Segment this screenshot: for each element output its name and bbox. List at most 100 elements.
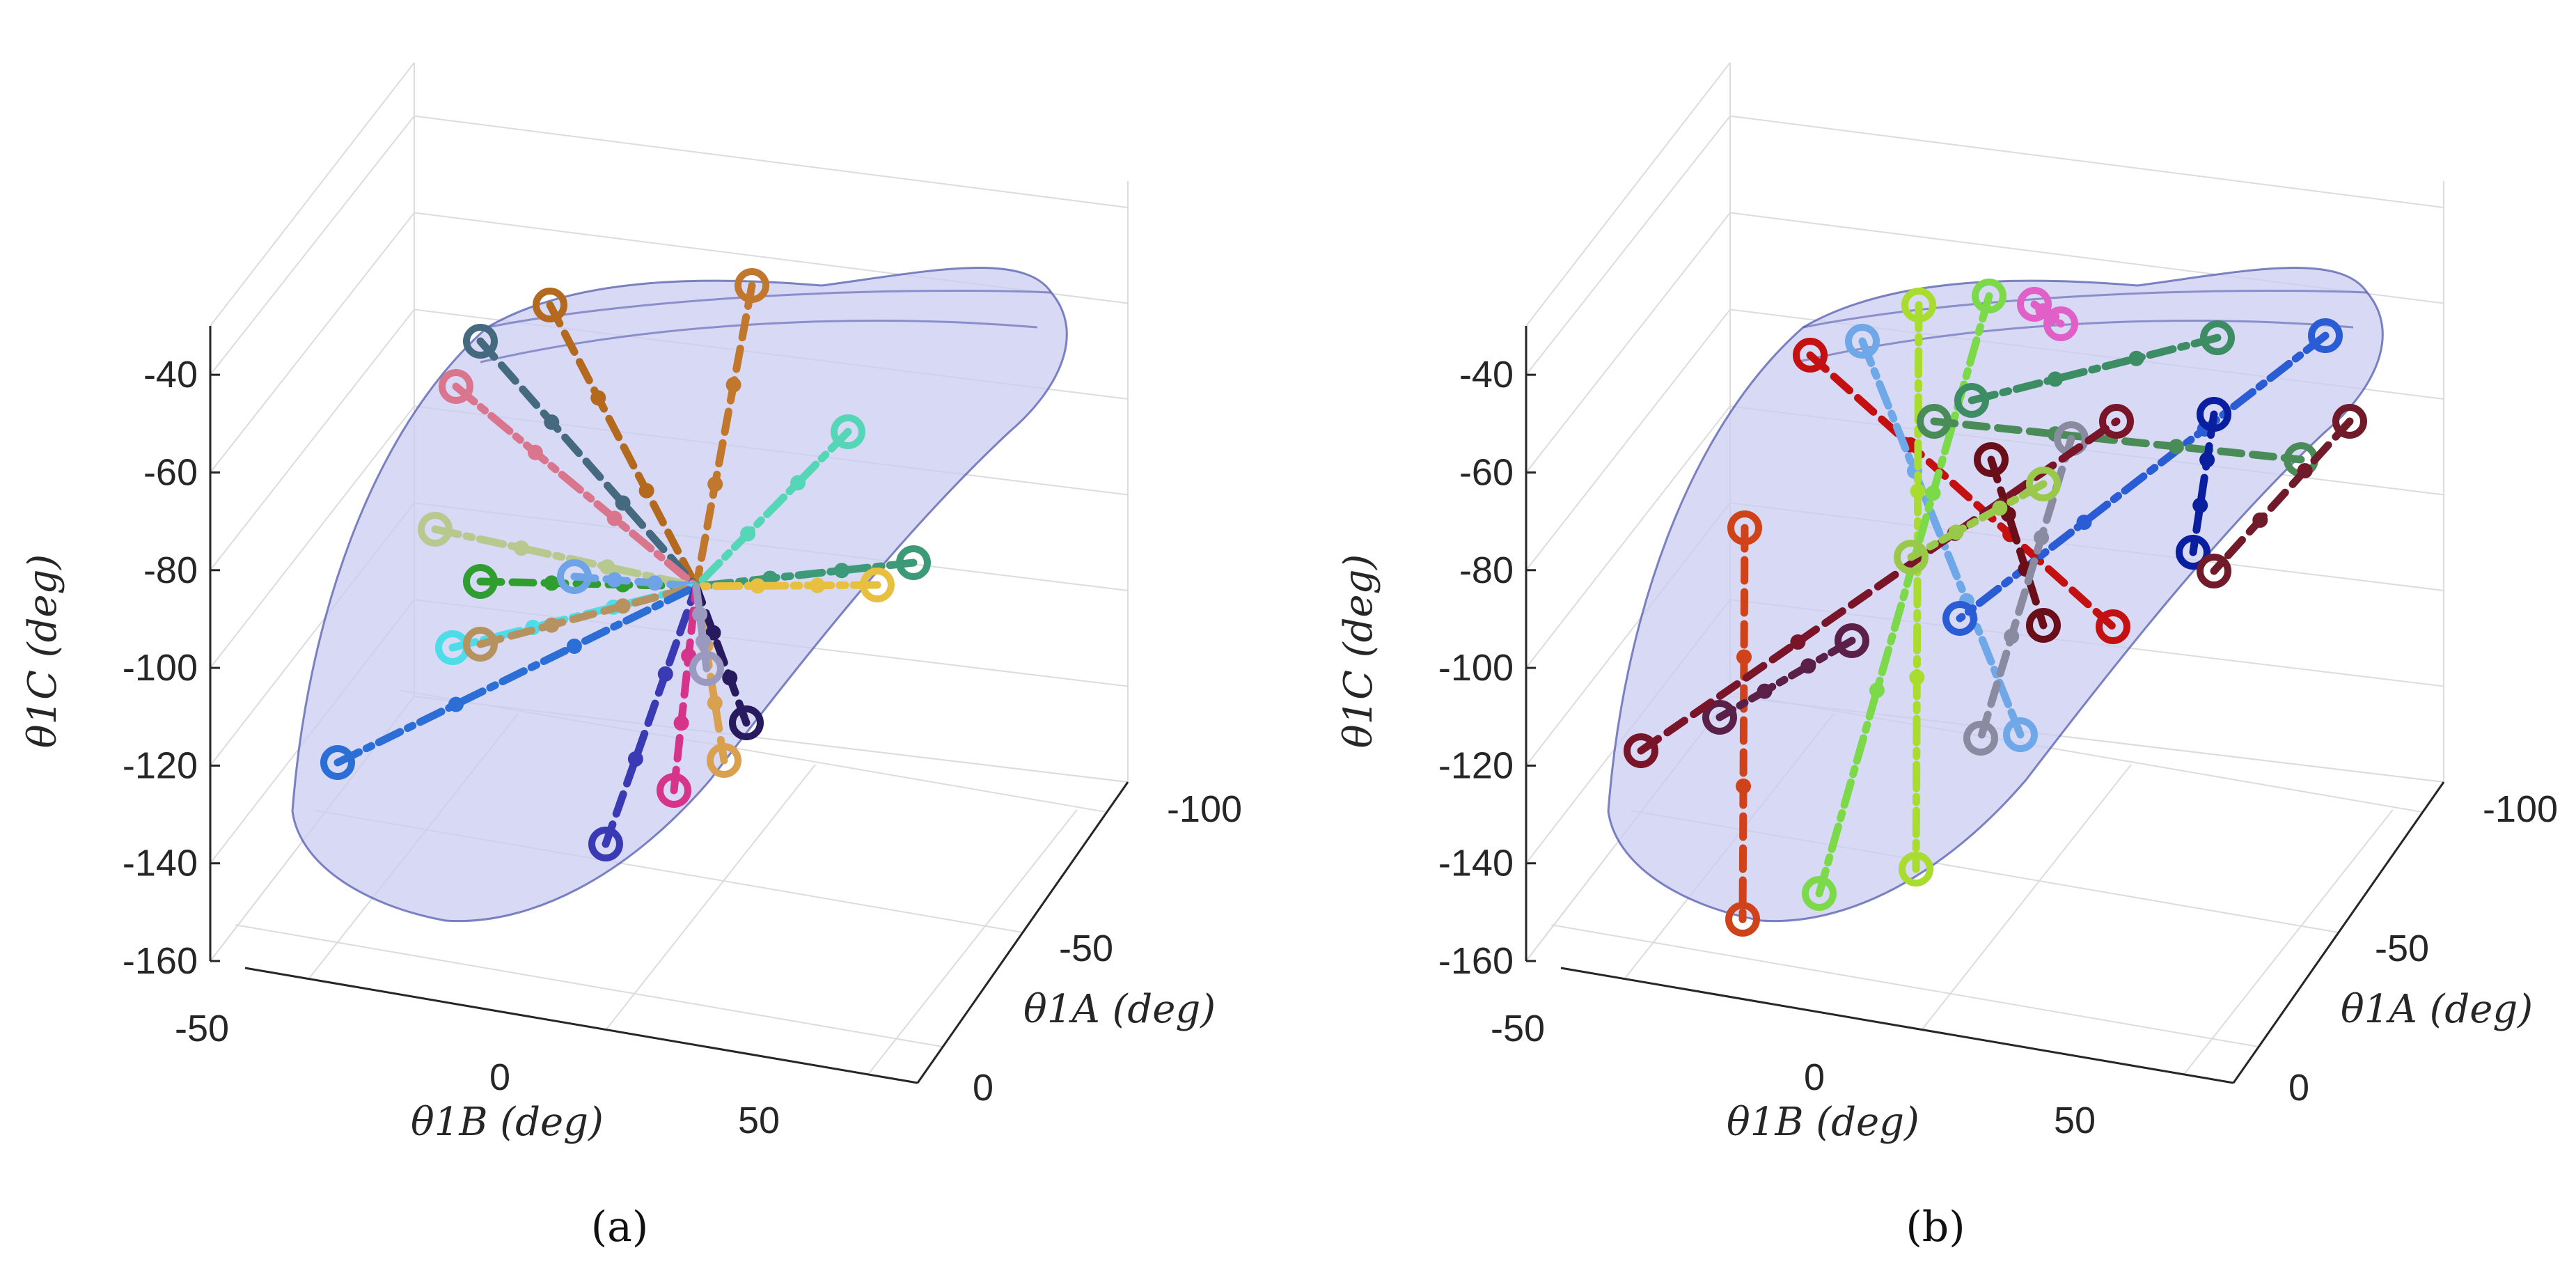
trajectory-line	[476, 582, 700, 648]
trajectory-marker	[810, 577, 826, 593]
trajectory-line	[452, 382, 700, 591]
trajectory-marker	[544, 617, 560, 633]
x-tick-label: 0	[1804, 1056, 1825, 1098]
trajectory-end-point	[1942, 601, 1977, 636]
z-tick-label: -140	[123, 843, 198, 884]
z-tick-label: -40	[143, 354, 198, 396]
trajectory-start-point	[2332, 404, 2367, 439]
trajectory-marker	[627, 751, 643, 767]
trajectory-marker	[590, 390, 606, 406]
trajectory-marker	[657, 666, 673, 682]
trajectory-line	[1907, 480, 2048, 561]
trajectory-end-point	[1963, 721, 1998, 756]
trajectory-line	[602, 582, 700, 848]
z-tick-label: -80	[143, 549, 198, 591]
y-tick-label: -50	[2375, 928, 2429, 969]
trajectory-end-point	[2003, 717, 2038, 752]
axes	[1525, 326, 2445, 1084]
x-tick-label: -50	[1491, 1008, 1545, 1049]
y-axis-label: θ1A (deg)	[1023, 987, 1216, 1032]
trajectory-start-point	[2200, 320, 2235, 355]
trajectory-marker	[740, 526, 756, 542]
trajectory-marker	[2168, 439, 2184, 455]
y-tick-label: -50	[1059, 928, 1113, 969]
trajectory-start-point	[896, 545, 931, 580]
x-axis-label: θ1B (deg)	[1727, 1100, 1919, 1145]
trajectory-marker	[544, 575, 560, 591]
trajectory-end-point	[1954, 383, 1989, 418]
y-axis-line	[916, 781, 1129, 1084]
trajectory-marker	[1790, 634, 1806, 650]
x-grid-line	[867, 809, 1078, 1075]
z-grid-line	[210, 212, 1129, 474]
trajectory-marker	[1800, 658, 1816, 674]
trajectory-marker	[692, 607, 708, 623]
trajectory-start-point	[557, 559, 592, 594]
panel-caption: (a)	[591, 1203, 649, 1251]
trajectory-marker	[606, 572, 622, 588]
z-grid-line	[1525, 212, 2444, 474]
trajectory-line	[2210, 417, 2354, 575]
z-tick-label: -100	[123, 647, 198, 689]
trajectory-end-point	[1725, 902, 1760, 937]
z-tick-label: -40	[1459, 354, 1514, 396]
trajectory-line	[570, 572, 700, 591]
y-tick-label: 0	[2288, 1067, 2309, 1109]
panel-caption: (b)	[1906, 1203, 1965, 1251]
y-axis-line	[2232, 781, 2445, 1084]
trajectory-start-point	[707, 743, 741, 778]
trajectory-end-point	[1802, 876, 1837, 911]
trajectory-line	[1912, 301, 1923, 873]
z-grid-line	[1525, 115, 2444, 375]
trajectory-marker	[722, 670, 738, 686]
trajectory-line	[692, 581, 881, 591]
z-tick-label: -140	[1438, 843, 1514, 884]
trajectory-end-point	[1899, 852, 1933, 887]
trajectory-marker	[707, 476, 723, 492]
trajectory-marker	[696, 634, 712, 650]
trajectory-marker	[750, 578, 766, 594]
trajectory-marker	[527, 444, 543, 460]
trajectory-marker	[673, 715, 689, 731]
z-tick-label: -60	[143, 451, 198, 493]
trajectory-marker	[615, 495, 631, 511]
trajectory-start-point	[657, 773, 691, 808]
trajectory-start-point	[463, 324, 498, 359]
trajectory-end-point	[2176, 535, 2210, 570]
x-axis-line	[1560, 967, 2234, 1084]
trajectory-marker	[606, 510, 622, 526]
trajectory-marker	[1992, 500, 2008, 516]
x-tick-label: 0	[489, 1056, 510, 1098]
y-axis-label: θ1A (deg)	[2341, 987, 2533, 1032]
trajectory-start-point	[689, 651, 724, 686]
x-axis-line	[244, 967, 918, 1084]
z-tick-label: -60	[1459, 451, 1514, 493]
axes	[209, 326, 1129, 1084]
trajectory-end-point	[2197, 554, 2231, 588]
trajectory-end-point	[2096, 609, 2130, 644]
trajectory-start-point	[860, 568, 895, 602]
trajectory-marker	[1910, 483, 1926, 499]
panel-a: -40 -60 -80 -100 -120 -140 -160 -50 0 50 0 -50 -100 θ…	[20, 62, 1242, 1251]
trajectory-end-point	[1894, 540, 1929, 575]
trajectory-line	[546, 301, 700, 591]
trajectory-start-point	[831, 414, 865, 449]
x-tick-label: -50	[175, 1008, 229, 1049]
z-tick-label: -160	[1438, 940, 1514, 982]
trajectory-marker	[615, 598, 631, 614]
x-tick-label: 50	[738, 1100, 780, 1141]
trajectories	[1624, 279, 2367, 937]
trajectory-line	[476, 337, 700, 591]
z-axis-label: θ1C (deg)	[1336, 554, 1381, 749]
trajectory-marker	[647, 575, 663, 591]
trajectory-line	[1738, 524, 1749, 923]
trajectory-marker	[725, 377, 741, 393]
trajectory-marker	[705, 625, 721, 641]
trajectory-line	[692, 428, 852, 591]
trajectory-marker	[513, 540, 529, 556]
trajectory-start-point	[588, 827, 623, 861]
trajectory-marker	[834, 563, 850, 579]
trajectory-marker	[2076, 514, 2092, 530]
trajectory-marker	[790, 475, 806, 491]
